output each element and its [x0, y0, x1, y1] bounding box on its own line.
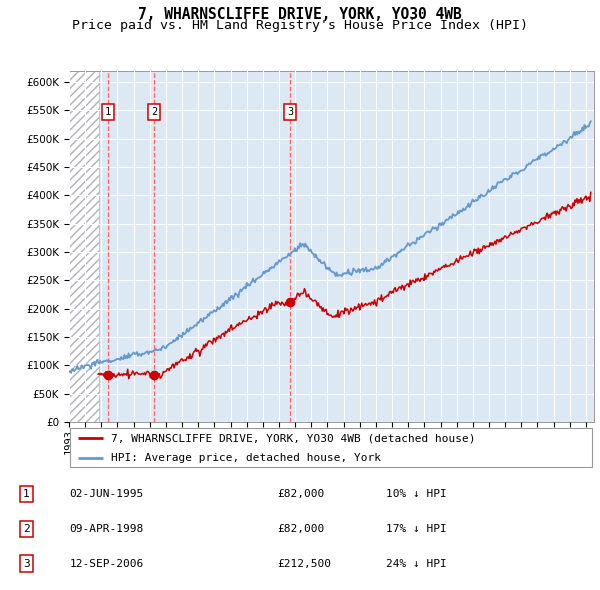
Text: 7, WHARNSCLIFFE DRIVE, YORK, YO30 4WB (detached house): 7, WHARNSCLIFFE DRIVE, YORK, YO30 4WB (d…	[111, 433, 476, 443]
Bar	[69, 71, 99, 422]
Text: £82,000: £82,000	[277, 524, 324, 534]
Text: 3: 3	[23, 559, 30, 569]
Text: 10% ↓ HPI: 10% ↓ HPI	[386, 489, 447, 499]
Text: 24% ↓ HPI: 24% ↓ HPI	[386, 559, 447, 569]
Text: Price paid vs. HM Land Registry's House Price Index (HPI): Price paid vs. HM Land Registry's House …	[72, 19, 528, 32]
Bar	[69, 71, 99, 422]
Text: 02-JUN-1995: 02-JUN-1995	[70, 489, 144, 499]
Text: £82,000: £82,000	[277, 489, 324, 499]
Text: 17% ↓ HPI: 17% ↓ HPI	[386, 524, 447, 534]
Text: 09-APR-1998: 09-APR-1998	[70, 524, 144, 534]
Text: 1: 1	[23, 489, 30, 499]
Text: £212,500: £212,500	[277, 559, 331, 569]
Text: 12-SEP-2006: 12-SEP-2006	[70, 559, 144, 569]
FancyBboxPatch shape	[70, 428, 592, 467]
Text: 2: 2	[151, 107, 157, 117]
Text: 7, WHARNSCLIFFE DRIVE, YORK, YO30 4WB: 7, WHARNSCLIFFE DRIVE, YORK, YO30 4WB	[138, 7, 462, 22]
Text: 3: 3	[287, 107, 293, 117]
Text: HPI: Average price, detached house, York: HPI: Average price, detached house, York	[111, 453, 381, 463]
Text: 1: 1	[105, 107, 111, 117]
Text: 2: 2	[23, 524, 30, 534]
